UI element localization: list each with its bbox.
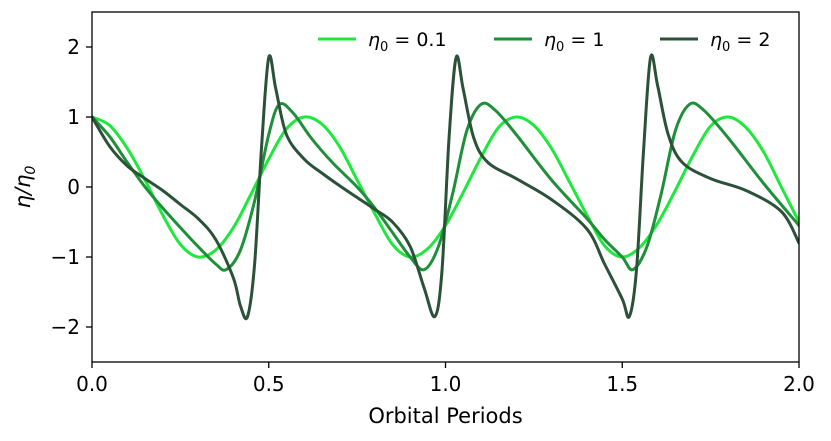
legend-value: = 0.1 bbox=[388, 29, 446, 51]
y-axis-label: η/η0 bbox=[11, 166, 39, 209]
axes-layer: 0.0 0.5 1.0 1.5 2.0 −2 −1 0 1 2 Orbital Periods η/η… bbox=[11, 11, 815, 428]
x-tick-label: 1.0 bbox=[430, 372, 462, 396]
x-tick-label: 0.0 bbox=[76, 372, 108, 396]
legend-symbol: η bbox=[710, 29, 722, 51]
y-axis-label-main: η/η bbox=[11, 175, 35, 209]
x-tick-label: 0.5 bbox=[253, 372, 285, 396]
legend-label-1: η0 = 0.1 bbox=[368, 29, 447, 55]
legend-subscript: 0 bbox=[722, 40, 730, 55]
legend-label-3: η0 = 2 bbox=[710, 29, 770, 55]
series-line-3 bbox=[92, 53, 799, 321]
legend-subscript: 0 bbox=[556, 40, 564, 55]
y-tick-label: −1 bbox=[51, 245, 80, 269]
legend-label-2: η0 = 1 bbox=[544, 29, 604, 55]
x-axis-label: Orbital Periods bbox=[368, 404, 522, 428]
series-layer bbox=[92, 53, 799, 321]
legend-symbol: η bbox=[544, 29, 556, 51]
y-tick-label: 1 bbox=[67, 105, 80, 129]
y-tick-label: 2 bbox=[67, 35, 80, 59]
x-tick-label: 1.5 bbox=[606, 372, 638, 396]
legend-subscript: 0 bbox=[380, 40, 388, 55]
x-tick-label: 2.0 bbox=[783, 372, 815, 396]
y-tick-label: 0 bbox=[67, 175, 80, 199]
legend-symbol: η bbox=[368, 29, 380, 51]
legend: η0 = 0.1 η0 = 1 η0 = 2 bbox=[318, 29, 770, 55]
legend-value: = 1 bbox=[564, 29, 604, 51]
y-tick-label: −2 bbox=[51, 315, 80, 339]
y-axis-label-sub: 0 bbox=[23, 166, 39, 175]
legend-value: = 2 bbox=[730, 29, 770, 51]
